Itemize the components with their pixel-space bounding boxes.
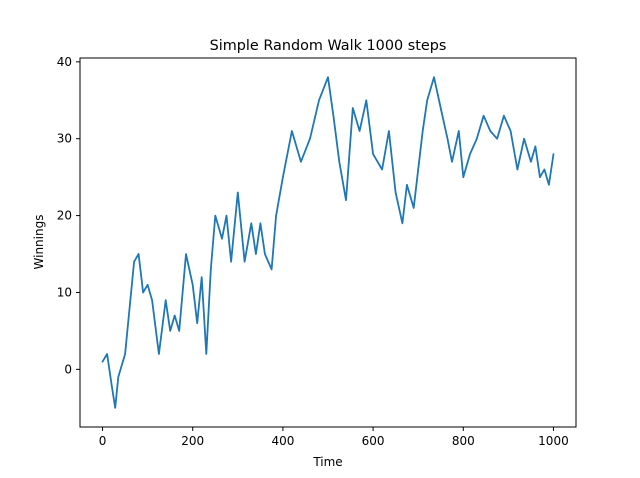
x-axis-label: Time: [312, 455, 342, 469]
chart-title: Simple Random Walk 1000 steps: [210, 38, 447, 54]
x-tick-label: 0: [99, 434, 107, 448]
plot-area: [101, 76, 555, 409]
plot-frame: [79, 57, 577, 428]
y-tick-label: 40: [57, 55, 72, 69]
x-tick-label: 400: [271, 434, 294, 448]
y-tick-label: 10: [57, 285, 72, 299]
x-tick-label: 600: [362, 434, 385, 448]
y-axis-label: Winnings: [32, 215, 46, 270]
x-tick-label: 1000: [538, 434, 569, 448]
series-line: [101, 76, 555, 409]
x-tick-label: 200: [181, 434, 204, 448]
x-tick-label: 800: [452, 434, 475, 448]
y-tick-label: 30: [57, 132, 72, 146]
y-tick-label: 20: [57, 209, 72, 223]
y-tick-label: 0: [64, 362, 72, 376]
axis-ticks: 0 200 400 600 800 1000 0 10 20 30 40: [57, 55, 569, 448]
